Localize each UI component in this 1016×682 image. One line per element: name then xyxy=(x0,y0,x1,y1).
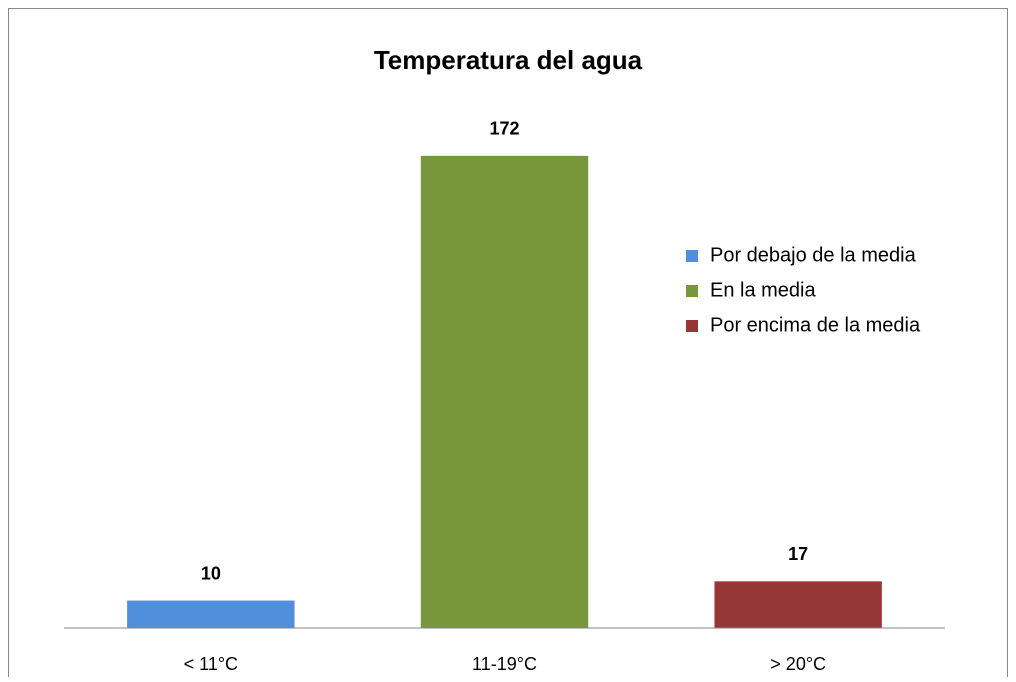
bar xyxy=(420,155,589,629)
legend-swatch xyxy=(686,285,698,297)
data-label: 10 xyxy=(201,563,221,583)
x-tick-label: > 20°C xyxy=(770,654,826,674)
x-tick-label: 11-19°C xyxy=(472,654,537,674)
bar xyxy=(127,600,295,628)
bar xyxy=(714,581,882,628)
chart-title: Temperatura del agua xyxy=(374,45,643,75)
legend-label: En la media xyxy=(710,279,816,301)
x-tick-label: < 11°C xyxy=(184,654,238,674)
legend-swatch xyxy=(686,320,698,332)
data-label: 17 xyxy=(788,544,808,564)
legend-label: Por encima de la media xyxy=(710,314,921,336)
legend-swatch xyxy=(686,250,698,262)
data-label: 172 xyxy=(489,119,519,139)
legend-label: Por debajo de la media xyxy=(710,244,917,266)
